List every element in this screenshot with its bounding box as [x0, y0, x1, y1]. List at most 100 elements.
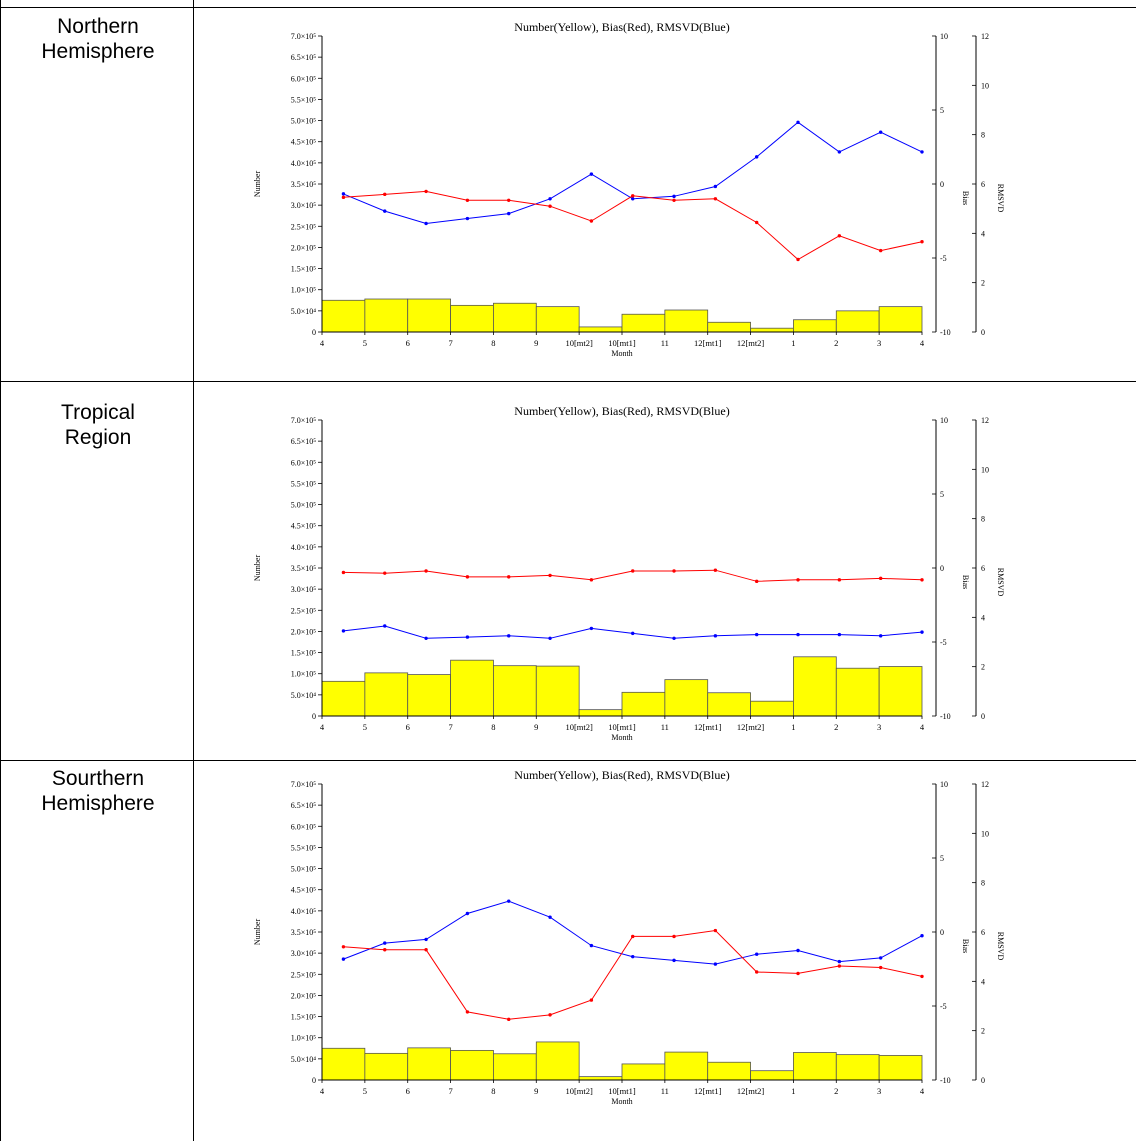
rmsvd-tick-label: 10 [981, 81, 989, 90]
number-tick-label: 2.0×10⁵ [291, 991, 317, 1000]
bias-tick-label: -10 [940, 328, 951, 337]
bias-line [343, 929, 923, 1020]
rmsvd-point [796, 948, 800, 953]
rmsvd-point [672, 636, 676, 640]
number-bar [621, 313, 666, 333]
number-bar [493, 665, 537, 717]
x-tick-label: 12[mt1] [694, 722, 722, 732]
rmsvd-point [754, 952, 759, 956]
x-tick-label: 10[mt1] [608, 1086, 636, 1096]
x-tick-label: 9 [534, 338, 538, 348]
rmsvd-tick-label: 10 [981, 465, 989, 474]
rmsvd-point [424, 937, 428, 942]
rmsvd-point [631, 954, 635, 959]
x-tick-label: 4 [320, 338, 325, 348]
rmsvd-point [589, 626, 594, 631]
rmsvd-point [507, 899, 511, 903]
rmsvd-tick-label: 2 [981, 663, 985, 672]
number-bar [793, 656, 837, 717]
bias-point [341, 195, 346, 200]
bias-point [796, 971, 800, 976]
number-tick-label: 1.5×10⁵ [291, 1013, 317, 1022]
number-bar [793, 1052, 837, 1081]
bias-point [878, 965, 883, 970]
bias-tick-label: -5 [940, 254, 947, 263]
number-axis-label: Number [253, 171, 262, 198]
rmsvd-point [631, 197, 635, 201]
bias-tick-label: 10 [940, 32, 948, 41]
bias-point [589, 998, 594, 1002]
bias-point [424, 948, 428, 952]
bias-tick-label: -10 [940, 712, 951, 721]
rmsvd-point [465, 216, 470, 221]
number-tick-label: 2.5×10⁵ [291, 606, 317, 615]
number-bar [535, 306, 580, 333]
bias-tick-label: 10 [940, 416, 948, 425]
x-tick-label: 7 [448, 722, 452, 732]
x-axis-label: Month [611, 1097, 632, 1106]
number-bar [835, 667, 880, 717]
number-tick-label: 3.5×10⁵ [291, 928, 317, 937]
rmsvd-point [920, 934, 924, 938]
number-tick-label: 0 [312, 328, 316, 337]
x-tick-label: 2 [834, 338, 838, 348]
chart-title: Number(Yellow), Bias(Red), RMSVD(Blue) [514, 768, 729, 782]
rmsvd-point [589, 943, 594, 948]
number-tick-label: 2.5×10⁵ [291, 970, 317, 979]
number-tick-label: 5.0×10⁴ [291, 307, 317, 316]
x-tick-label: 9 [534, 1086, 538, 1096]
number-tick-label: 5.5×10⁵ [291, 843, 317, 852]
x-tick-label: 4 [320, 722, 325, 732]
rmsvd-point [548, 197, 552, 201]
number-tick-label: 6.5×10⁵ [291, 437, 317, 446]
bias-point [878, 248, 883, 253]
number-tick-label: 3.5×10⁵ [291, 180, 317, 189]
number-tick-label: 3.5×10⁵ [291, 564, 317, 573]
bias-point [837, 234, 842, 238]
bias-point [465, 1010, 470, 1014]
x-tick-label: 6 [406, 1086, 410, 1096]
x-axis-label: Month [611, 349, 632, 358]
bias-point [383, 571, 387, 575]
bias-point [920, 240, 924, 244]
number-bar [878, 1055, 923, 1081]
bias-tick-label: 5 [940, 490, 944, 499]
table-column-divider [193, 0, 194, 1141]
bias-point [383, 192, 387, 197]
chart-title: Number(Yellow), Bias(Red), RMSVD(Blue) [514, 404, 729, 418]
bias-point [507, 198, 511, 202]
x-tick-label: 10[mt2] [565, 338, 593, 348]
number-tick-label: 6.5×10⁵ [291, 801, 317, 810]
number-bar [835, 1054, 880, 1081]
number-bar [450, 304, 494, 333]
number-bar [878, 666, 923, 717]
number-tick-label: 6.0×10⁵ [291, 458, 317, 467]
rmsvd-tick-label: 2 [981, 1027, 985, 1036]
rmsvd-point [507, 211, 511, 216]
x-tick-label: 3 [877, 722, 881, 732]
x-tick-label: 1 [791, 338, 795, 348]
x-tick-label: 2 [834, 722, 838, 732]
number-tick-label: 2.0×10⁵ [291, 243, 317, 252]
number-bar [493, 302, 537, 333]
bias-line [343, 190, 923, 261]
number-tick-label: 4.0×10⁵ [291, 907, 317, 916]
rmsvd-point [548, 636, 552, 640]
rmsvd-point [878, 634, 883, 638]
number-tick-label: 5.5×10⁵ [291, 95, 317, 104]
rmsvd-point [465, 635, 470, 639]
rmsvd-tick-label: 2 [981, 279, 985, 288]
bias-point [383, 948, 387, 952]
bias-point [631, 194, 635, 198]
chart-southern-hemisphere: Number(Yellow), Bias(Red), RMSVD(Blue) 0 5… [253, 768, 1005, 1106]
bias-tick-label: -10 [940, 1076, 951, 1085]
table-top-border [0, 7, 1136, 8]
number-axis-label: Number [253, 919, 262, 946]
rmsvd-point [589, 172, 594, 176]
rmsvd-tick-label: 6 [981, 564, 985, 573]
bias-point [465, 198, 470, 202]
bias-tick-label: -5 [940, 638, 947, 647]
bias-point [465, 575, 470, 579]
rmsvd-tick-label: 0 [981, 1076, 985, 1085]
x-tick-label: 9 [534, 722, 538, 732]
